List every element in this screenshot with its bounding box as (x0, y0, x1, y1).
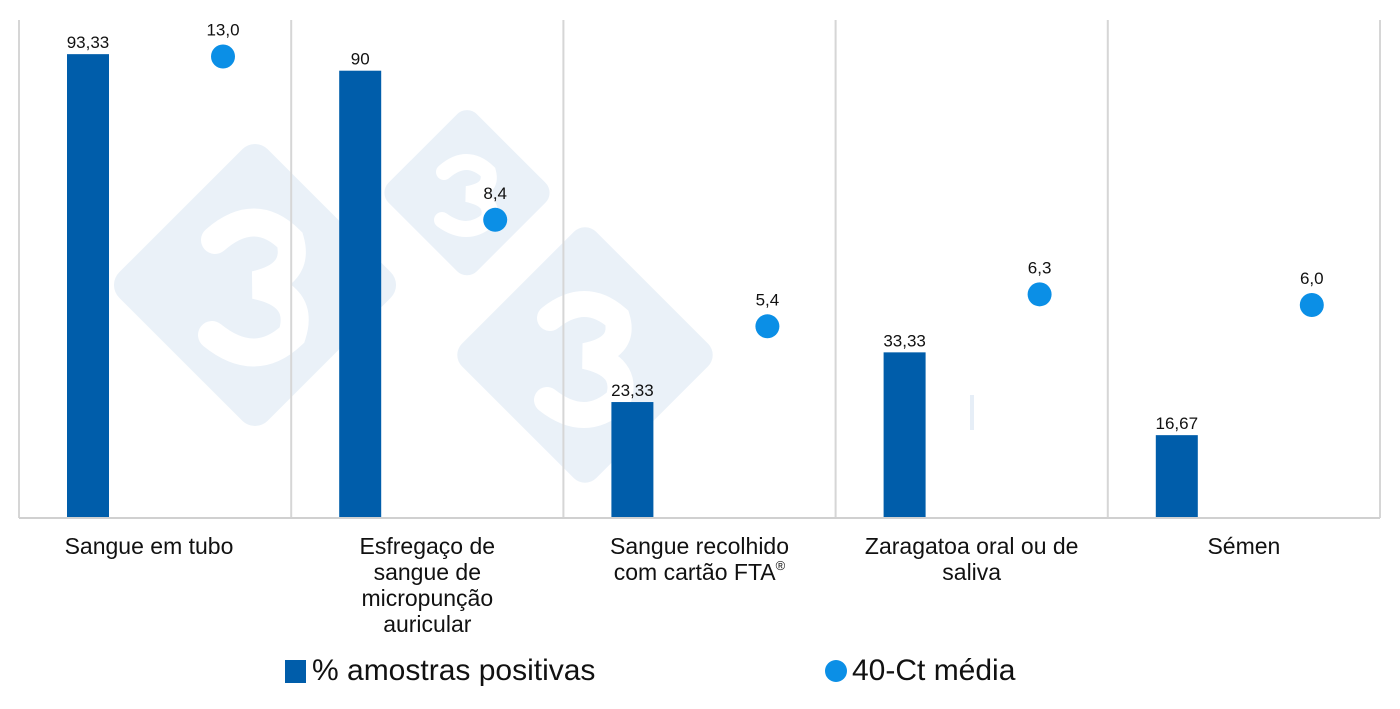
bar (339, 70, 382, 518)
category-label-line: micropunção (361, 585, 493, 611)
category-label-line: sangue de (374, 559, 481, 585)
dot-data-label: 13,0 (206, 21, 239, 40)
bar-data-label: 90 (351, 50, 370, 69)
watermark-logo (113, 110, 974, 483)
bar-data-label: 93,33 (67, 33, 110, 52)
dot (1299, 293, 1324, 317)
legend-swatch-dot (825, 660, 847, 682)
dot-data-label: 6,0 (1300, 269, 1324, 288)
bar (611, 402, 654, 518)
bar-data-label: 23,33 (611, 381, 654, 400)
bar-data-label: 33,33 (883, 331, 926, 350)
legend-label-dot: 40-Ct média (852, 654, 1016, 687)
category-label-line: Zaragatoa oral ou de (865, 533, 1079, 559)
dot-data-label: 8,4 (483, 184, 507, 203)
bar (67, 54, 109, 518)
bar-data-label: 16,67 (1156, 414, 1199, 433)
category-label-line: Esfregaço de (360, 533, 496, 559)
category-label-line: Sémen (1207, 533, 1280, 559)
legend-swatch-bar (285, 660, 306, 683)
dot (211, 44, 235, 69)
category-label-line: auricular (383, 611, 472, 637)
legend-label-bar: % amostras positivas (312, 654, 595, 687)
legend: % amostras positivas 40-Ct média (285, 654, 1016, 687)
dot-data-label: 5,4 (756, 290, 780, 309)
bar (1155, 435, 1198, 518)
category-label-line: com cartão FTA® (614, 558, 786, 585)
category-label-line: Sangue em tubo (65, 533, 234, 559)
dot (1027, 282, 1052, 307)
dot-data-label: 6,3 (1028, 258, 1052, 277)
category-label-line: saliva (942, 559, 1001, 585)
dot (755, 314, 780, 339)
bar (883, 352, 926, 518)
dot (483, 207, 508, 232)
category-label-line: Sangue recolhido (610, 533, 789, 559)
